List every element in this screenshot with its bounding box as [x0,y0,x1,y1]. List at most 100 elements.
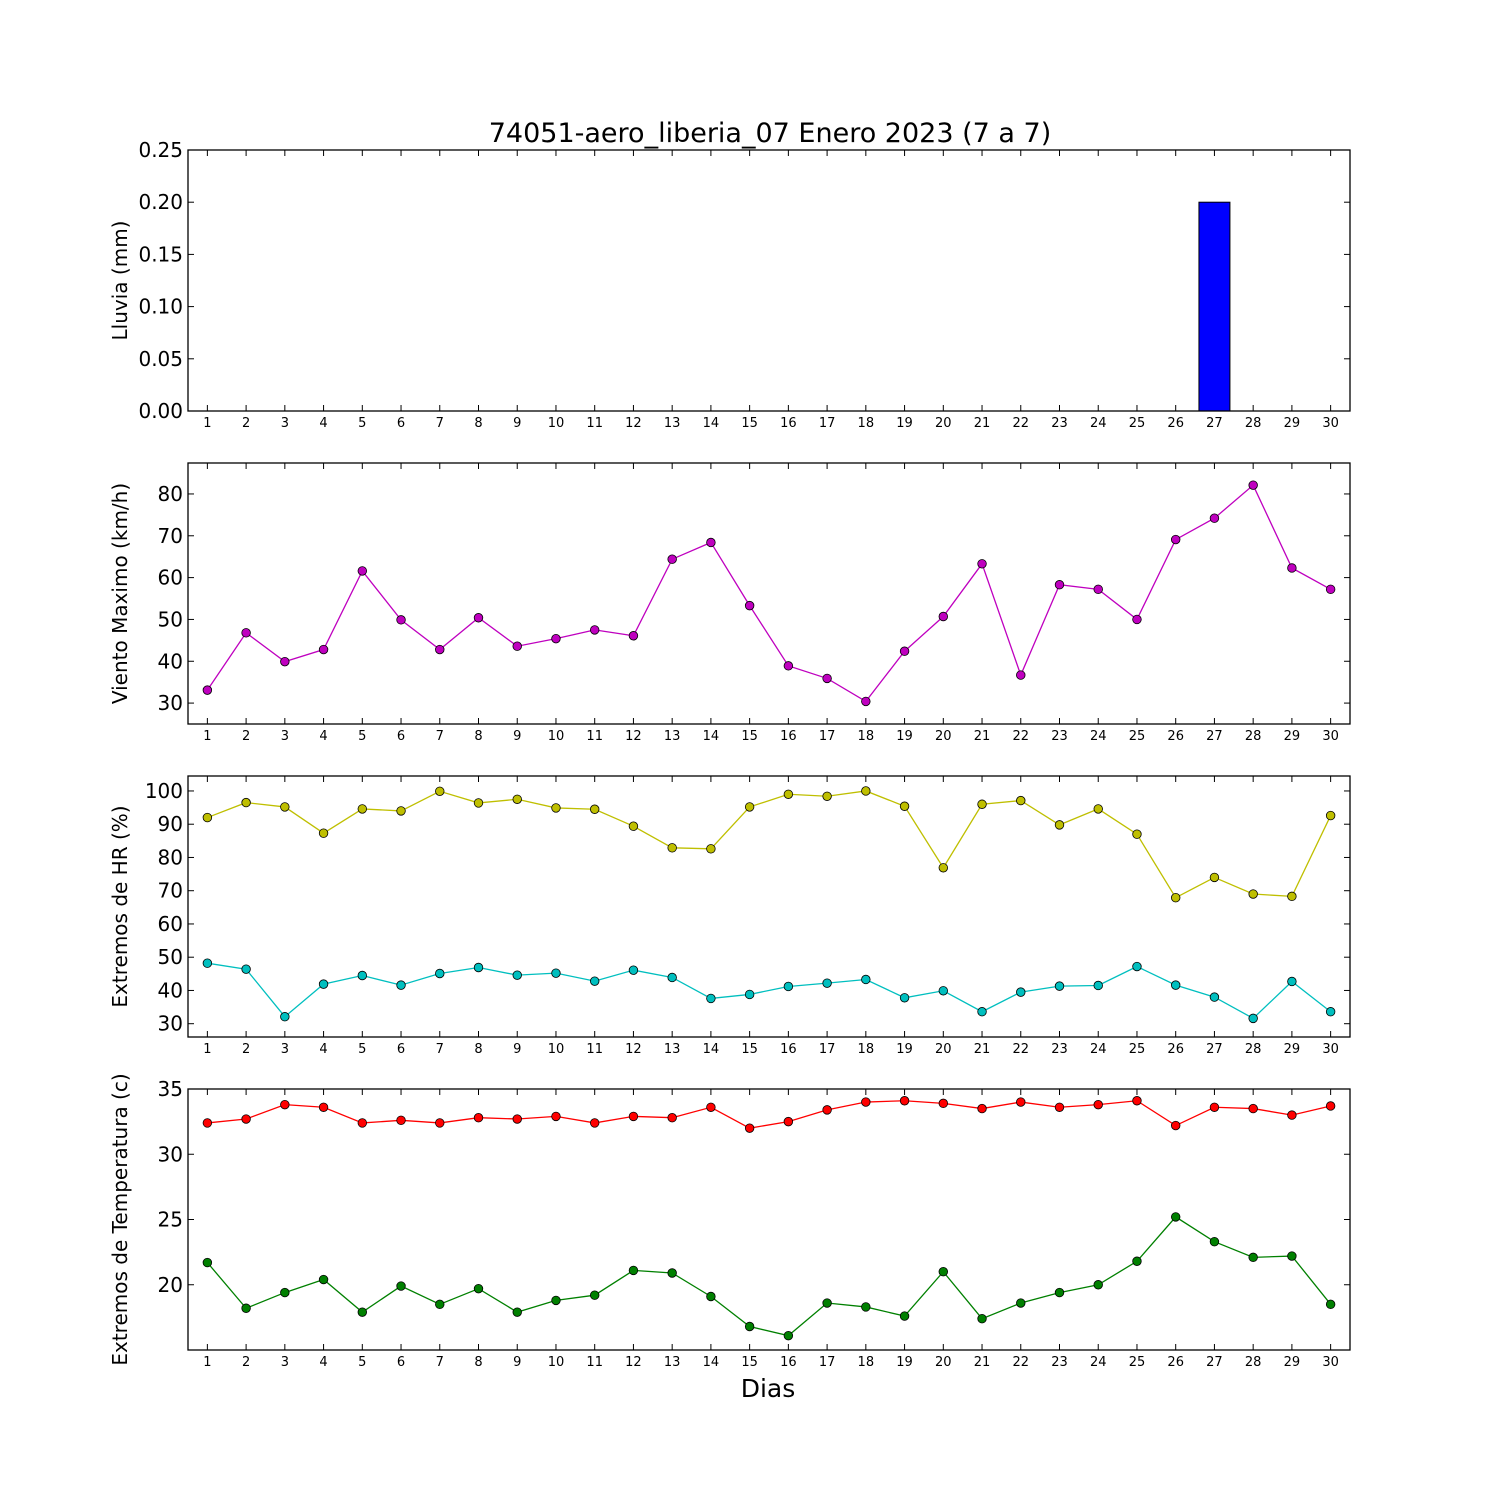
temperature-data-point [977,1103,987,1114]
x-tick-label: 9 [513,1355,521,1370]
x-tick-label: 20 [935,1042,952,1057]
temperature-data-point [590,1118,600,1128]
temperature-data-point [318,1274,329,1285]
temperature-data-point [512,1114,522,1124]
wind-data-point [318,644,329,655]
x-tick-label: 24 [1090,1042,1107,1057]
y-tick-label: 60 [158,566,183,590]
temperature-data-point [1132,1096,1142,1106]
x-tick-label: 9 [513,1042,521,1057]
temperature-data-point [512,1307,522,1317]
x-tick-label: 14 [703,416,720,431]
x-tick-label: 7 [436,416,444,431]
x-tick-label: 18 [858,729,875,744]
y-tick-label: 50 [158,945,183,969]
x-tick-label: 26 [1167,1042,1184,1057]
wind-data-point [667,554,677,564]
x-tick-label: 12 [625,1042,642,1057]
x-tick-label: 8 [474,1042,482,1057]
y-tick-label: 80 [158,845,183,869]
x-tick-label: 4 [319,1355,327,1370]
chart-panels: Lluvia (mm)0.000.050.100.150.200.251 2 3 4 5… [108,138,1351,1370]
x-tick-label: 21 [974,1042,991,1057]
wind-data-point [938,611,949,622]
x-tick-label: 3 [281,416,289,431]
humidity-data-point [1132,829,1142,839]
wind-data-point [241,628,251,638]
x-tick-label: 27 [1206,416,1223,431]
humidity-data-point [667,972,677,983]
x-tick-label: 16 [780,729,797,744]
x-tick-label: 26 [1167,1355,1184,1370]
x-tick-label: 13 [664,1355,681,1370]
x-tick-label: 19 [896,1355,913,1370]
temperature-data-point [435,1118,445,1128]
temperature-data-point [822,1298,832,1308]
temperature-data-point [628,1265,639,1276]
y-tick-label: 0.00 [138,399,183,423]
x-tick-label: 23 [1051,729,1068,744]
x-tick-label: 13 [664,416,681,431]
humidity-data-point [590,976,600,986]
humidity-data-point [202,958,213,968]
temperature-data-point [1170,1212,1181,1222]
temperature-data-point [318,1102,329,1112]
x-tick-label: 30 [1322,1042,1339,1057]
temperature-data-point [1093,1280,1103,1290]
x-tick-label: 26 [1167,729,1184,744]
temperature-data-point [706,1291,716,1302]
x-tick-label: 4 [319,729,327,744]
wind-data-point [744,600,755,611]
wind-data-point [822,673,832,684]
temperature-data-point [861,1097,871,1107]
humidity-data-point [899,801,910,811]
y-tick-label: 90 [158,812,183,836]
humidity-data-point [783,981,794,992]
humidity-data-point [977,1007,987,1017]
temperature-series-line-0 [207,1100,1331,1129]
humidity-plot-frame [187,775,1351,1038]
humidity-data-point [435,786,445,796]
humidity-data-point [1287,891,1297,902]
x-tick-label: 17 [819,1355,836,1370]
humidity-data-point [241,964,251,974]
x-tick-label: 11 [586,416,603,431]
wind-data-point [357,566,368,576]
humidity-data-point [473,962,484,973]
rain-plot-frame [187,149,1351,412]
x-tick-label: 16 [780,1355,797,1370]
y-tick-label: 40 [158,978,183,1002]
temperature-data-point [1093,1099,1103,1110]
x-tick-label: 20 [935,1355,952,1370]
humidity-data-point [822,978,832,988]
wind-data-point [1016,670,1026,680]
temperature-data-point [1325,1299,1336,1310]
temperature-data-point [822,1105,832,1115]
y-tick-label: 0.10 [138,295,183,319]
humidity-series-line-0 [207,790,1332,899]
x-tick-label: 30 [1322,416,1339,431]
humidity-data-point [1016,795,1026,806]
temperature-data-point [861,1302,871,1312]
y-tick-label: 70 [158,524,183,548]
temperature-data-point [1209,1236,1220,1247]
x-tick-label: 18 [858,1355,875,1370]
humidity-data-point [1248,1013,1258,1024]
humidity-data-point [590,804,600,814]
humidity-data-point [783,789,794,799]
temperature-data-point [744,1321,755,1332]
x-tick-label: 21 [974,729,991,744]
x-tick-label: 26 [1167,416,1184,431]
humidity-data-point [938,863,949,873]
x-tick-label: 16 [780,416,797,431]
humidity-data-point [1093,980,1103,991]
temperature-data-point [1287,1110,1297,1120]
temperature-data-point [202,1257,213,1268]
x-tick-label: 6 [397,1042,405,1057]
x-tick-label: 17 [819,1042,836,1057]
humidity-data-point [1093,804,1103,814]
temperature-data-point [202,1118,213,1128]
x-tick-label: 12 [625,416,642,431]
humidity-data-point [1325,810,1336,821]
x-tick-label: 20 [935,416,952,431]
